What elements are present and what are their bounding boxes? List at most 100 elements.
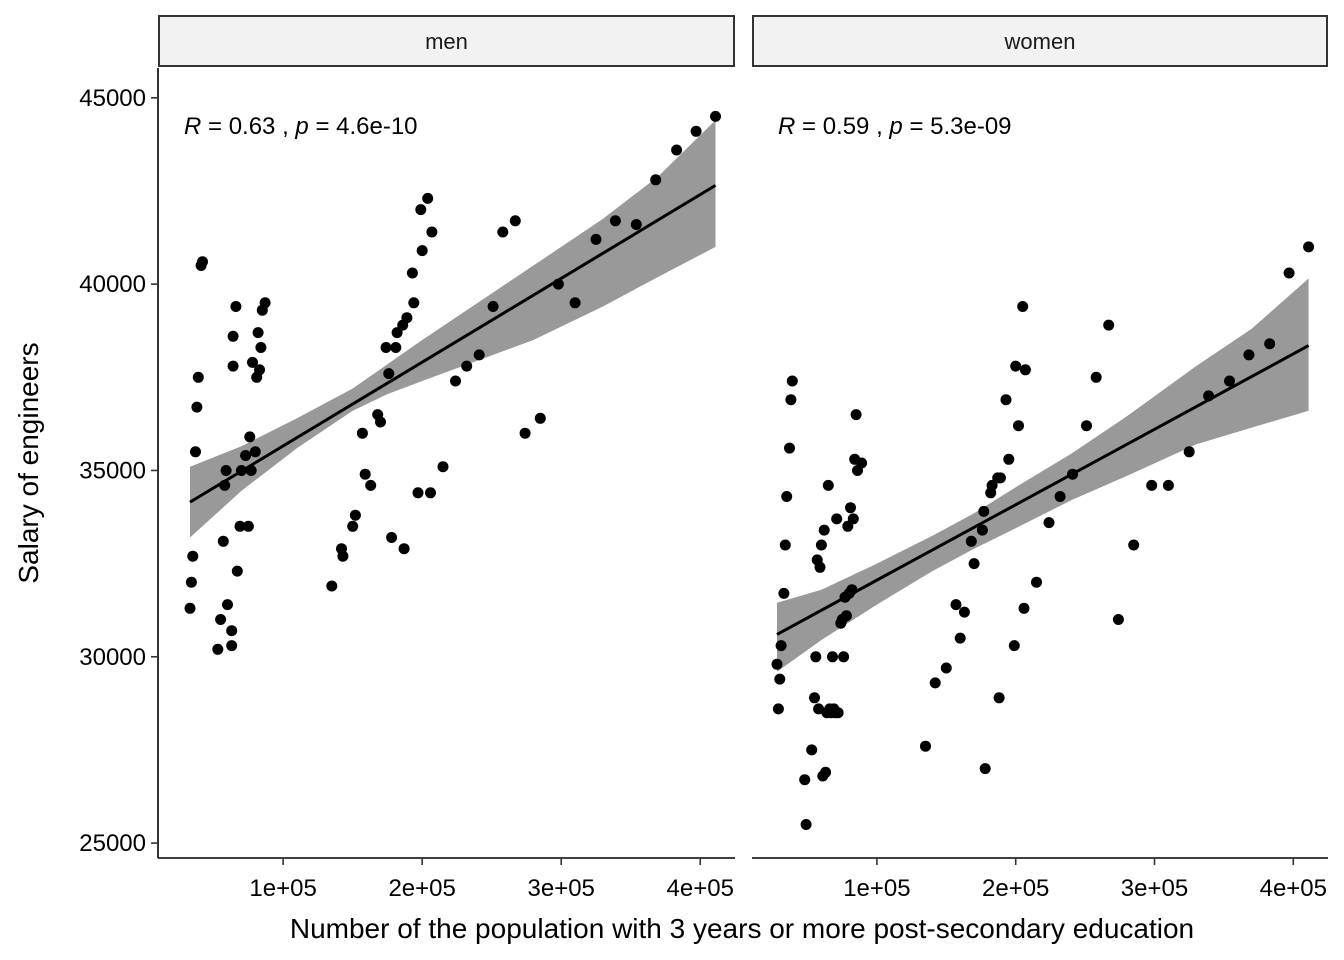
data-point [1018,602,1030,614]
data-point [242,520,254,532]
data-point [1283,267,1295,279]
data-point [215,614,227,625]
facet-strip-label: women [1004,29,1076,54]
data-point [976,524,988,536]
data-point [1067,468,1079,480]
data-point [671,144,683,156]
y-tick-label: 45000 [79,85,146,112]
regression-line [776,344,1310,636]
data-point [1128,539,1140,551]
data-point [356,427,368,439]
y-tick-label: 40000 [79,271,146,298]
data-point [220,465,232,476]
data-point [380,342,392,353]
y-tick-label: 35000 [79,457,146,484]
data-point [509,215,521,227]
data-point [771,658,783,670]
data-point [437,461,449,473]
data-point [386,532,398,543]
data-point [968,558,980,570]
data-point [965,535,977,547]
data-point [473,349,485,361]
y-axis-title: Salary of engineers [13,342,44,583]
data-point [412,487,424,499]
data-point [832,707,844,719]
data-point [986,479,998,491]
data-point [191,401,203,413]
data-point [1103,319,1115,331]
data-point [408,297,420,309]
data-point [1303,241,1315,253]
data-point [212,643,224,655]
y-axis: 25000 30000 35000 40000 45000 [79,68,159,858]
data-point [422,192,434,204]
data-point [820,766,832,778]
data-point [415,204,427,216]
correlation-label: R = 0.59 , p = 5.3e-09 [778,113,1012,140]
data-point [249,446,261,458]
data-point [784,442,795,454]
data-point [827,651,838,663]
data-point [1017,301,1029,312]
x-tick-label: 1e+05 [843,875,910,902]
data-point [814,561,826,573]
data-point [1183,446,1195,458]
data-point [1010,360,1022,372]
data-point [227,330,239,342]
data-point [197,256,208,268]
data-point [1008,640,1020,652]
data-point [779,539,791,551]
data-point [950,599,962,611]
data-point [347,520,359,532]
data-point [391,327,403,339]
data-point [1090,371,1102,383]
data-point [978,505,990,517]
data-point [217,535,229,547]
x-axes: 1e+05 2e+05 3e+05 4e+05 1e+05 2e+05 3e+05 4e+05 [158,857,1328,902]
data-point [1000,394,1012,406]
data-point [230,301,242,312]
data-point [929,677,941,689]
x-axis-title: Number of the population with 3 years or… [290,913,1194,944]
data-point [426,226,438,238]
confidence-band [777,278,1309,672]
data-point [786,375,798,387]
data-point [979,763,991,775]
data-point [245,465,257,476]
data-point [406,267,418,279]
data-point [359,468,371,480]
y-tick-label: 25000 [79,830,146,857]
data-point [234,520,246,532]
data-point [425,487,436,499]
data-point [1013,420,1024,432]
data-point [349,509,361,521]
x-axis-women: 1e+05 2e+05 3e+05 4e+05 [752,857,1328,902]
data-point [383,368,395,380]
data-point [799,774,811,786]
data-point [259,297,271,309]
data-point [187,550,199,562]
data-point [416,245,428,257]
data-point [569,297,581,309]
panel-men: men R = 0.63 , p = 4.6e-10 [158,15,735,655]
data-point [774,673,786,685]
data-point [1003,453,1015,465]
data-point [375,416,386,428]
data-point [590,233,602,245]
data-point [993,692,1005,704]
confidence-band [190,120,716,538]
data-point [1203,390,1215,402]
data-point [401,312,413,324]
data-point [519,427,531,439]
data-point [255,342,267,353]
data-point [1019,364,1031,376]
data-point [1081,420,1092,432]
data-point [240,450,252,461]
data-point [231,565,243,577]
data-point [954,632,966,644]
data-point [190,446,201,458]
data-point [690,125,702,137]
x-axis-men: 1e+05 2e+05 3e+05 4e+05 [158,857,735,902]
data-point [235,465,247,476]
x-tick-label: 4e+05 [667,875,734,902]
